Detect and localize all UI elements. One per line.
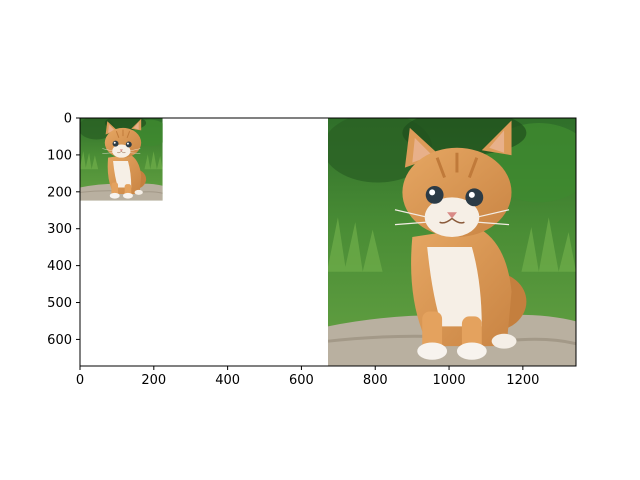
x-tick-label: 1200 [506, 373, 539, 388]
kitten-large-image [323, 111, 593, 366]
y-tick-label: 500 [47, 296, 72, 311]
y-tick-label: 200 [47, 185, 72, 200]
plot-area: 0 200 400 600 800 1000 1200 0 100 200 300 400 500 600 [47, 111, 593, 388]
x-tick-label: 0 [76, 373, 84, 388]
y-tick-label: 100 [47, 148, 72, 163]
y-tick-label: 300 [47, 222, 72, 237]
x-tick-label: 200 [141, 373, 166, 388]
kitten-small-image [78, 116, 168, 201]
x-tick-label: 1000 [433, 373, 466, 388]
y-tick-label: 400 [47, 259, 72, 274]
x-tick-label: 400 [215, 373, 240, 388]
y-tick-label: 0 [64, 112, 72, 127]
axes-frame [79, 117, 577, 367]
x-tick-label: 600 [289, 373, 314, 388]
x-tick-label: 800 [363, 373, 388, 388]
y-tick-label: 600 [47, 333, 72, 348]
